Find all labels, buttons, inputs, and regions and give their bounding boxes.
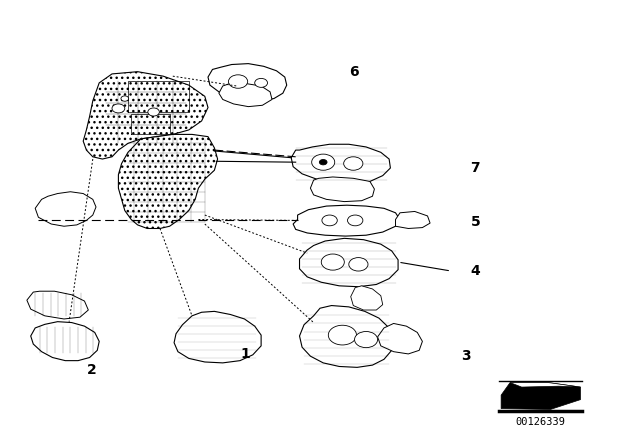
Text: 4: 4 [470,264,480,278]
Circle shape [121,96,129,101]
Circle shape [355,332,378,348]
Polygon shape [118,134,218,228]
Polygon shape [31,322,99,361]
Circle shape [344,157,363,170]
Circle shape [228,75,248,88]
Circle shape [312,154,335,170]
Circle shape [328,325,356,345]
Polygon shape [510,383,580,387]
Polygon shape [293,205,400,236]
Text: 5: 5 [470,215,480,229]
Circle shape [319,159,327,165]
Circle shape [322,215,337,226]
Circle shape [321,254,344,270]
Polygon shape [27,291,88,319]
Circle shape [349,258,368,271]
Text: 6: 6 [349,65,358,79]
Text: 2: 2 [86,362,96,377]
Polygon shape [291,144,390,184]
Polygon shape [35,192,96,226]
Text: 1: 1 [240,347,250,361]
Polygon shape [501,383,580,409]
Polygon shape [208,64,287,100]
Polygon shape [219,83,272,107]
Polygon shape [396,211,430,228]
Polygon shape [83,72,208,159]
Circle shape [348,215,363,226]
Circle shape [148,108,159,116]
Text: 00126339: 00126339 [516,417,566,427]
Text: 3: 3 [461,349,470,363]
Circle shape [255,78,268,87]
Polygon shape [310,177,374,202]
Polygon shape [300,306,394,367]
Polygon shape [174,311,261,363]
Text: 7: 7 [470,161,480,175]
Polygon shape [351,286,383,310]
Polygon shape [378,323,422,354]
Polygon shape [300,238,398,287]
Circle shape [112,104,125,113]
